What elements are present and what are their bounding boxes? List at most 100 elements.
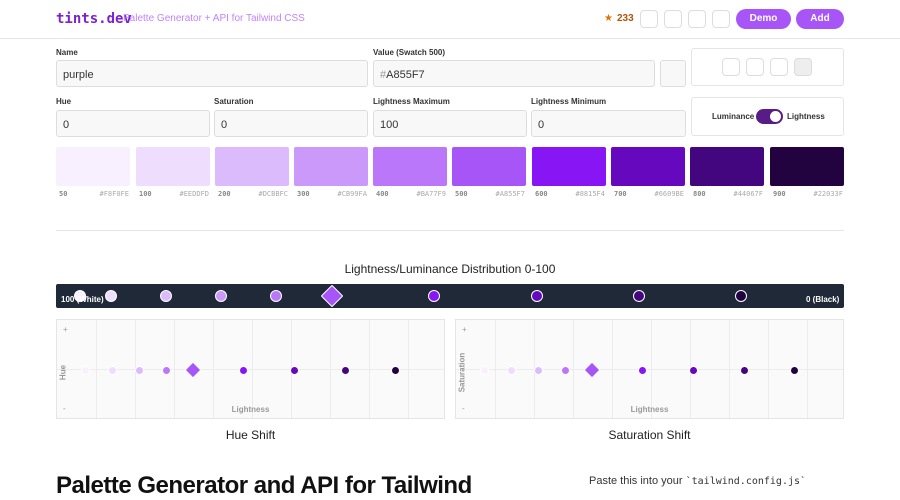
- swatch-stop: 600: [535, 190, 548, 198]
- name-input[interactable]: purple: [56, 60, 368, 87]
- swatch-stop: 400: [376, 190, 389, 198]
- dot-marker[interactable]: [80, 365, 90, 375]
- swatch[interactable]: [136, 147, 210, 186]
- dot-marker[interactable]: [506, 365, 516, 375]
- swatch[interactable]: [294, 147, 368, 186]
- link-action[interactable]: [722, 58, 740, 76]
- dot-marker[interactable]: [161, 365, 171, 375]
- dot-marker[interactable]: [105, 290, 117, 302]
- distribution-right: 0 (Black): [806, 295, 840, 304]
- twitter-button[interactable]: [664, 10, 682, 28]
- y-axis-label: Hue: [58, 364, 68, 381]
- dot-marker[interactable]: [735, 290, 747, 302]
- dot-marker[interactable]: [340, 365, 350, 375]
- star: ★: [604, 13, 613, 24]
- value-input[interactable]: #A855F7: [373, 60, 655, 87]
- file-name: `tailwind.config.js`: [685, 476, 807, 487]
- tagline: Palette Generator + API for Tailwind CSS: [123, 13, 305, 24]
- swatch[interactable]: [215, 147, 289, 186]
- link-button[interactable]: [688, 10, 706, 28]
- lmax-input[interactable]: 100: [373, 110, 527, 137]
- toggle-panel: [691, 97, 844, 136]
- swatch-stop: 900: [773, 190, 786, 198]
- dot-marker[interactable]: [739, 365, 749, 375]
- toggle[interactable]: [756, 109, 783, 124]
- swatch[interactable]: [690, 147, 764, 186]
- dot-marker[interactable]: [238, 365, 248, 375]
- swatch-hex: #8815F4: [575, 190, 605, 198]
- dot-marker[interactable]: [160, 290, 172, 302]
- graph-title: Hue Shift: [225, 428, 276, 442]
- swatch[interactable]: [611, 147, 685, 186]
- add-button[interactable]: Add: [796, 9, 844, 29]
- dot-marker[interactable]: [215, 290, 227, 302]
- distribution-left: 100 (White): [61, 295, 104, 304]
- dot-marker[interactable]: [533, 365, 543, 375]
- dot-marker[interactable]: [789, 365, 799, 375]
- dot-marker[interactable]: [479, 365, 489, 375]
- lmin-input[interactable]: 0: [531, 110, 686, 137]
- saturation-label: Saturation: [214, 97, 254, 106]
- swatch-hex: #22033F: [813, 190, 843, 198]
- hue-input[interactable]: 0: [56, 110, 210, 137]
- swatch[interactable]: [770, 147, 844, 186]
- minus-label: -: [462, 404, 465, 413]
- github-button[interactable]: [640, 10, 658, 28]
- swatch[interactable]: [373, 147, 447, 186]
- dot-marker[interactable]: [74, 290, 86, 302]
- swatch-hex: #44067F: [733, 190, 763, 198]
- toggle-left: Luminance: [712, 112, 755, 121]
- distribution-title: Lightness/Luminance Distribution 0-100: [344, 262, 556, 276]
- swatch[interactable]: [56, 147, 130, 186]
- dot-marker[interactable]: [428, 290, 440, 302]
- value-label: Value (Swatch 500): [373, 48, 446, 57]
- value-prefix: #: [380, 69, 387, 81]
- actions-panel: [691, 48, 844, 86]
- x-axis-label: Lightness: [630, 405, 669, 414]
- plus-label: +: [63, 325, 68, 334]
- swatch-hex: #EEDDFD: [179, 190, 209, 198]
- swatch-hex: #CB99FA: [337, 190, 367, 198]
- diamond-marker[interactable]: [320, 284, 344, 308]
- footer-heading: Palette Generator and API for Tailwind: [56, 472, 472, 499]
- swatch-stop: 800: [693, 190, 706, 198]
- lmax-label: Lightness Maximum: [373, 97, 450, 106]
- diamond-marker[interactable]: [583, 361, 601, 379]
- graph-title: Saturation Shift: [608, 428, 691, 442]
- dot-marker[interactable]: [390, 365, 400, 375]
- dot-marker[interactable]: [134, 365, 144, 375]
- swatch[interactable]: [532, 147, 606, 186]
- swatch-hex: #6609BE: [654, 190, 684, 198]
- dot-marker[interactable]: [270, 290, 282, 302]
- logo[interactable]: tints.dev: [56, 11, 132, 27]
- diamond-marker[interactable]: [184, 361, 202, 379]
- dot-marker[interactable]: [560, 365, 570, 375]
- dot-marker[interactable]: [289, 365, 299, 375]
- swatch-stop: 50: [59, 190, 68, 198]
- name-label: Name: [56, 48, 78, 57]
- swatch-hex: #BA77F9: [416, 190, 446, 198]
- swatch[interactable]: [452, 147, 526, 186]
- swatch-hex: #DCBBFC: [258, 190, 288, 198]
- dot-marker[interactable]: [531, 290, 543, 302]
- delete-action[interactable]: [794, 58, 812, 76]
- code-action[interactable]: [746, 58, 764, 76]
- swatch-stop: 300: [297, 190, 310, 198]
- palette-button[interactable]: [660, 60, 686, 87]
- swatch-stop: 500: [455, 190, 468, 198]
- dot-marker[interactable]: [637, 365, 647, 375]
- settings-action[interactable]: [770, 58, 788, 76]
- dot-marker[interactable]: [107, 365, 117, 375]
- saturation-input[interactable]: 0: [214, 110, 368, 137]
- minus-label: -: [63, 404, 66, 413]
- dot-marker[interactable]: [633, 290, 645, 302]
- swatch-stop: 200: [218, 190, 231, 198]
- y-axis-label: Saturation: [457, 352, 467, 393]
- swatch-stop: 100: [139, 190, 152, 198]
- graph: + - Saturation Lightness: [455, 319, 844, 419]
- value-text: A855F7: [386, 69, 425, 81]
- dot-marker[interactable]: [688, 365, 698, 375]
- demo-button[interactable]: Demo: [736, 9, 791, 29]
- code-button[interactable]: [712, 10, 730, 28]
- stars[interactable]: 233: [617, 13, 634, 24]
